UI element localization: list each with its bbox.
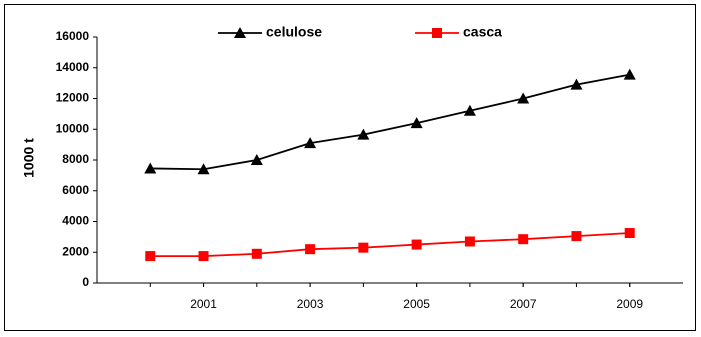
marker <box>517 92 530 104</box>
marker <box>410 117 423 129</box>
legend-label: casca <box>463 24 502 40</box>
y-tick-label: 10000 <box>56 121 90 135</box>
marker <box>145 251 156 262</box>
marker <box>463 104 476 116</box>
marker <box>623 68 636 80</box>
legend-marker <box>432 28 442 38</box>
y-tick-label: 12000 <box>56 91 90 105</box>
marker <box>305 244 316 255</box>
marker <box>624 228 635 239</box>
marker <box>571 231 582 242</box>
marker <box>198 251 209 262</box>
y-tick-label: 6000 <box>62 183 89 197</box>
x-tick-label: 2009 <box>616 297 643 311</box>
marker <box>144 162 157 174</box>
x-tick-label: 2001 <box>190 297 217 311</box>
legend-marker <box>234 27 246 38</box>
marker <box>358 242 369 253</box>
y-tick-label: 4000 <box>62 214 89 228</box>
marker <box>518 234 529 245</box>
y-axis-label: 1000 t <box>21 138 37 178</box>
x-tick-label: 2003 <box>297 297 324 311</box>
marker <box>250 154 263 165</box>
x-tick-label: 2005 <box>403 297 430 311</box>
marker <box>304 137 317 149</box>
y-tick-label: 8000 <box>62 152 89 166</box>
marker <box>411 239 422 250</box>
chart-frame <box>4 4 696 331</box>
x-tick-label: 2007 <box>510 297 537 311</box>
y-tick-label: 14000 <box>56 60 90 74</box>
series-line <box>150 232 630 257</box>
marker <box>464 236 475 247</box>
legend-label: celulose <box>266 24 322 40</box>
y-tick-label: 0 <box>82 275 89 289</box>
marker <box>357 128 370 140</box>
marker <box>197 163 210 175</box>
y-tick-label: 16000 <box>56 29 90 43</box>
marker <box>570 78 583 90</box>
y-tick-label: 2000 <box>62 244 89 258</box>
series-line <box>150 73 630 171</box>
marker <box>251 248 262 259</box>
